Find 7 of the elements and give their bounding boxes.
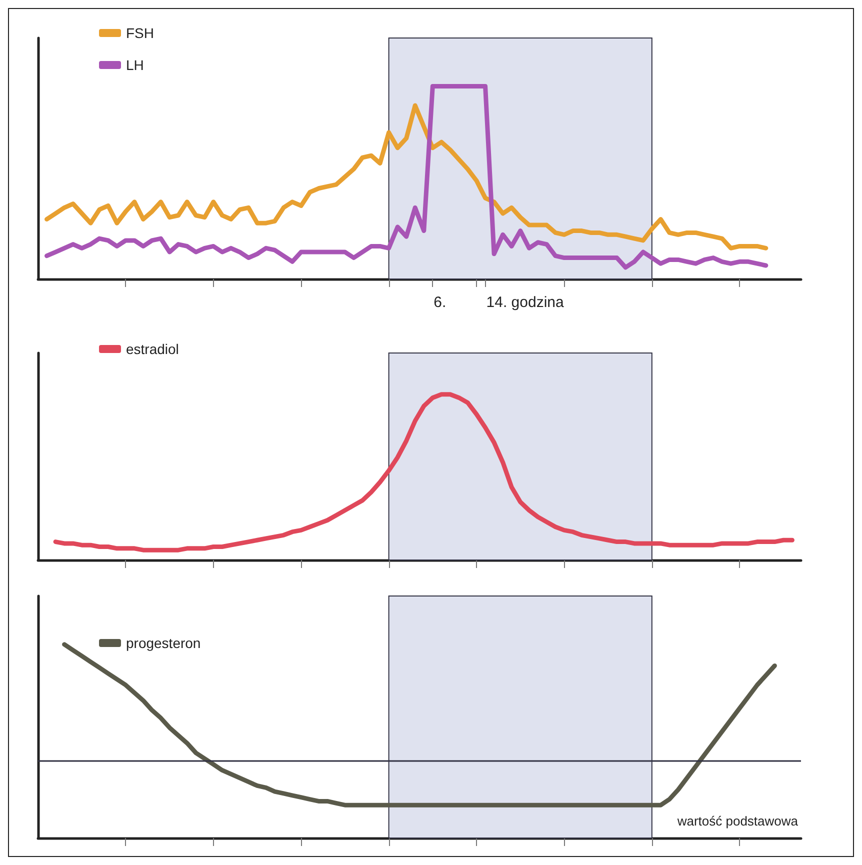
text: 14. godzina bbox=[486, 294, 564, 311]
legend-label: FSH bbox=[126, 25, 154, 41]
legend-label: estradiol bbox=[126, 341, 179, 357]
ref-line-label: wartość podstawowa bbox=[676, 814, 799, 829]
text: 6. bbox=[434, 294, 446, 311]
legend-label: progesteron bbox=[126, 635, 201, 651]
legend-label: LH bbox=[126, 57, 144, 73]
